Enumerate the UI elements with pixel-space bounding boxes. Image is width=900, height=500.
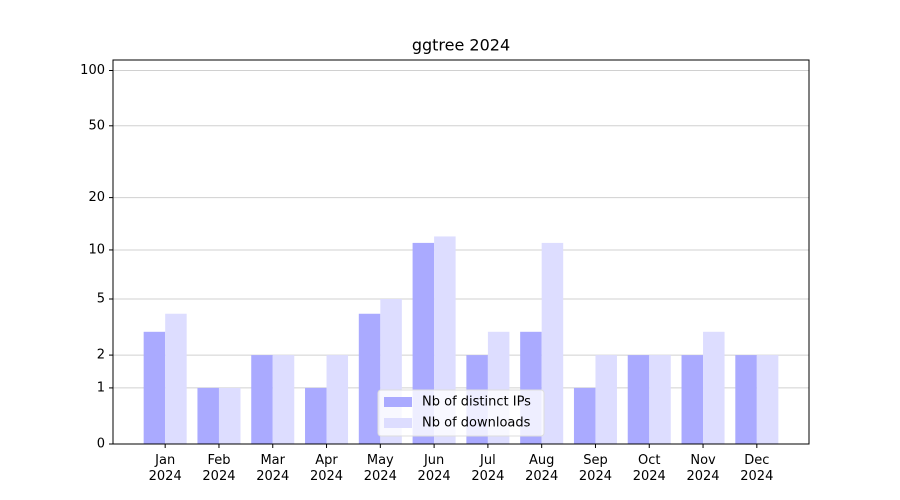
bar (573, 387, 596, 444)
bar (197, 387, 219, 444)
legend-box (377, 389, 545, 437)
x-tick-label: May 2024 (363, 453, 397, 484)
bar (541, 242, 564, 444)
x-tick-label: Mar 2024 (256, 453, 290, 484)
legend-label: Nb of downloads (422, 416, 531, 431)
bar (272, 355, 295, 444)
bar (165, 313, 187, 444)
x-tick-label: Feb 2024 (202, 453, 236, 484)
x-tick-label: Oct 2024 (632, 453, 666, 484)
x-tick-label: Dec 2024 (740, 453, 774, 484)
bar (143, 331, 166, 444)
x-tick-label: Sep 2024 (578, 453, 612, 484)
y-tick-label: 50 (88, 118, 105, 133)
bar (627, 355, 650, 444)
bar (218, 387, 241, 444)
y-tick-label: 2 (97, 348, 105, 363)
bar (735, 355, 757, 444)
x-tick-label: Jul 2024 (471, 453, 505, 484)
x-tick-label: Nov 2024 (686, 453, 720, 484)
y-tick-label: 0 (97, 437, 105, 452)
x-tick-label: Jan 2024 (148, 453, 182, 484)
legend-swatch (384, 397, 412, 407)
plot-frame (112, 59, 810, 445)
bar (756, 355, 779, 444)
x-tick-label: Aug 2024 (525, 453, 559, 484)
x-tick-label: Apr 2024 (309, 453, 344, 484)
y-tick-label: 10 (88, 242, 105, 257)
bar (703, 331, 725, 444)
bar (595, 355, 617, 444)
bar (358, 313, 381, 444)
legend-label: Nb of distinct IPs (422, 395, 531, 410)
x-tick-label: Jun 2024 (417, 453, 451, 484)
bar (681, 355, 704, 444)
bar (305, 387, 327, 444)
y-tick-label: 5 (97, 291, 105, 306)
y-tick-label: 1 (97, 380, 105, 395)
y-tick-label: 20 (88, 190, 105, 205)
bar (251, 355, 273, 444)
chart-title: ggtree 2024 (412, 36, 510, 55)
legend-swatch (384, 418, 412, 428)
y-tick-label: 100 (80, 63, 105, 78)
bar (326, 355, 349, 444)
bar (649, 355, 671, 444)
